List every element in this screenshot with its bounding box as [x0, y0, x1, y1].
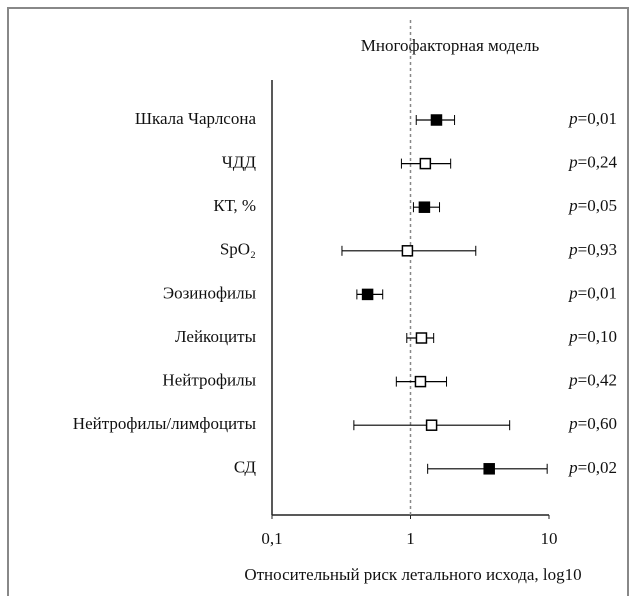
p-value-label: p=0,01: [568, 283, 617, 302]
point-estimate: [418, 201, 431, 213]
point-estimate: [401, 245, 414, 257]
point-estimate: [425, 419, 438, 431]
category-label: Нейтрофилы/лимфоциты: [73, 414, 257, 433]
category-label: Лейкоциты: [175, 327, 257, 346]
point-estimate: [430, 114, 443, 126]
category-label: SpO₂: [220, 240, 256, 259]
category-label: Эозинофилы: [163, 283, 257, 302]
point-estimate: [361, 288, 374, 301]
x-tick-label: 1: [406, 529, 415, 548]
p-value-label: p=0,60: [568, 414, 617, 433]
p-value-label: p=0,42: [568, 371, 617, 390]
point-estimate: [419, 157, 432, 170]
point-estimate: [415, 332, 428, 344]
p-value-label: p=0,24: [568, 153, 617, 172]
chart-title: Многофакторная модель: [361, 36, 540, 55]
category-label: Шкала Чарлсона: [135, 109, 257, 128]
p-value-label: p=0,01: [568, 109, 617, 128]
category-label: КТ, %: [213, 196, 256, 215]
p-value-label: p=0,10: [568, 327, 617, 346]
x-tick-label: 0,1: [261, 529, 282, 548]
point-estimate: [483, 463, 495, 475]
x-axis-label: Относительный риск летального исхода, lo…: [244, 565, 581, 584]
p-value-label: p=0,02: [568, 458, 617, 477]
point-estimate: [414, 375, 427, 388]
frame: [7, 7, 629, 601]
x-tick-label: 10: [541, 529, 558, 548]
category-label: СД: [234, 458, 256, 477]
category-label: Нейтрофилы: [162, 371, 256, 390]
p-value-label: p=0,93: [568, 240, 617, 259]
category-label: ЧДД: [222, 153, 257, 172]
p-value-label: p=0,05: [568, 196, 617, 215]
